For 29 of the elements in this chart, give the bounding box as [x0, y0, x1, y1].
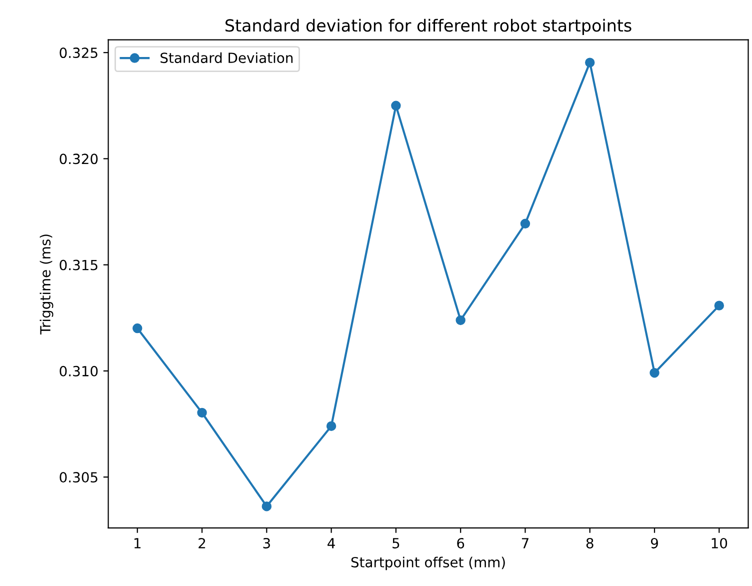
- x-tick-label: 3: [263, 538, 270, 548]
- x-tick-label: 4: [328, 538, 335, 548]
- point: [650, 368, 660, 378]
- point: [262, 501, 272, 512]
- point: [520, 218, 530, 229]
- x-tick-label: 10: [712, 538, 728, 548]
- x-tick-label: 9: [650, 538, 658, 548]
- x-tick-label: 7: [522, 538, 528, 548]
- y-tick-label: 0.310: [60, 366, 98, 376]
- y-tick-label: 0.325: [60, 48, 98, 58]
- point: [391, 100, 401, 110]
- x-tick-label: 6: [457, 538, 464, 548]
- y-tick-label: 0.315: [60, 260, 98, 270]
- y-tick-label: 0.305: [60, 472, 98, 483]
- x-tick-label: 5: [392, 538, 400, 548]
- point: [714, 300, 724, 310]
- point: [585, 58, 595, 68]
- point: [197, 408, 207, 418]
- point: [326, 421, 336, 431]
- point: [132, 323, 142, 334]
- x-tick-label: 1: [134, 538, 141, 548]
- x-tick-label: 8: [586, 538, 594, 548]
- legend-label: Standard Deviation: [160, 52, 293, 64]
- x-axis-title: Startpoint offset (mm): [351, 556, 505, 570]
- y-tick-label: 0.320: [60, 154, 98, 164]
- y-axis-title: Triggtime (ms): [40, 234, 54, 334]
- chart-title: Standard deviation for different robot startpoints: [226, 18, 632, 35]
- x-tick-label: 2: [198, 538, 206, 548]
- point: [456, 315, 466, 326]
